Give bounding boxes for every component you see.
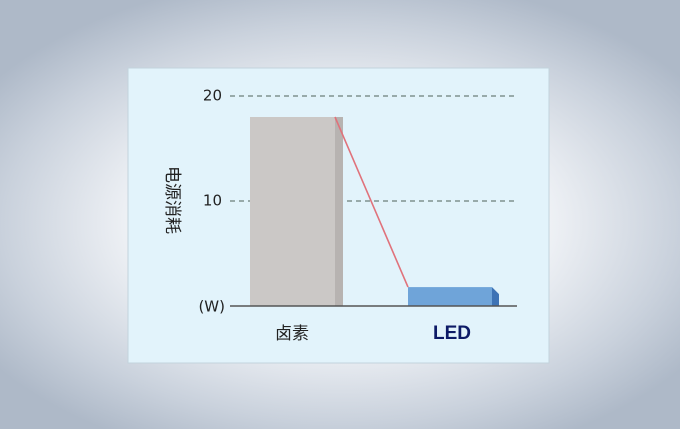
y-tick-label-20: 20 [203,87,222,105]
bar-halogen [250,117,335,306]
bar-led [408,287,492,306]
y-unit-label: (W) [198,298,225,316]
y-tick-label-10: 10 [203,192,222,210]
category-label-led: LED [433,323,471,344]
bar-led-side [492,287,499,306]
trend-line [334,116,409,288]
bar-halogen-side [335,117,343,306]
category-label-halogen: 卤素 [275,324,309,344]
y-axis-label: 电源消耗 [162,166,182,234]
